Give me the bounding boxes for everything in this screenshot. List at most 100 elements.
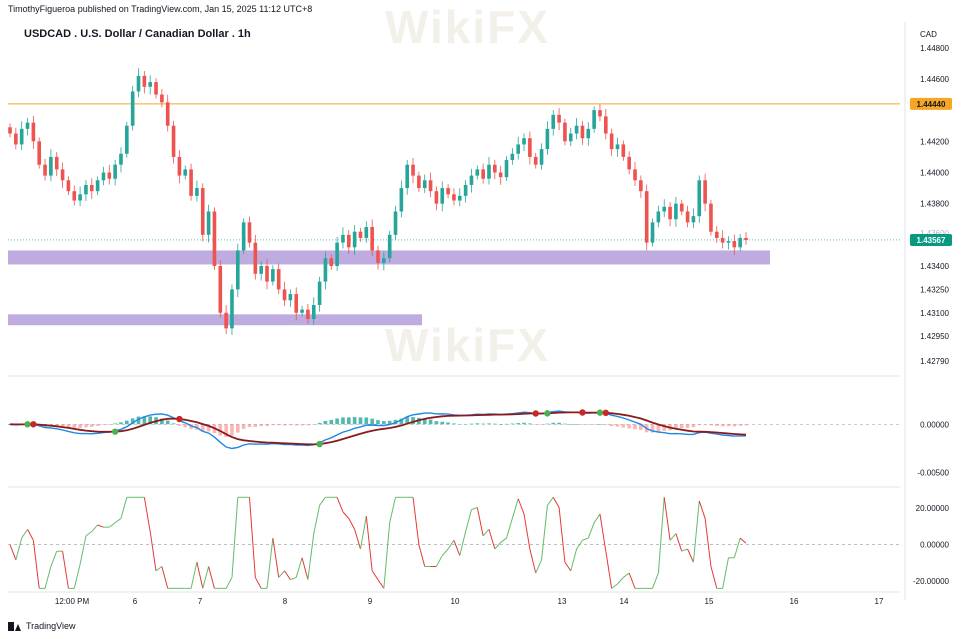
candle-body-30[interactable] [183,169,188,176]
candle-body-80[interactable] [475,169,480,176]
macd-cross-dot-18[interactable] [111,428,119,435]
candle-body-21[interactable] [130,91,135,126]
candle-body-99[interactable] [586,128,591,139]
candle-body-88[interactable] [522,138,526,145]
candle-body-28[interactable] [171,125,176,157]
candle-body-123[interactable] [726,241,731,243]
footer-brand[interactable]: TradingView [8,621,76,631]
candle-body-78[interactable] [463,184,468,196]
signal-line[interactable] [9,411,747,446]
candle-body-11[interactable] [72,191,77,201]
candle-body-46[interactable] [276,269,281,290]
candle-body-77[interactable] [457,195,462,201]
candle-body-39[interactable] [235,250,240,290]
candle-body-37[interactable] [224,312,228,329]
candle-body-32[interactable] [195,188,199,196]
candle-body-61[interactable] [364,227,369,238]
last-price-badge[interactable] [910,233,952,246]
candle-body-71[interactable] [422,180,427,189]
candle-body-100[interactable] [592,110,596,129]
candle-body-107[interactable] [633,169,637,181]
support-zone-2[interactable] [8,314,422,326]
candle-body-98[interactable] [580,125,585,139]
candle-body-58[interactable] [346,234,351,248]
candle-body-33[interactable] [200,188,205,235]
candle-body-8[interactable] [54,156,59,170]
candle-body-36[interactable] [218,266,223,313]
candle-body-25[interactable] [154,82,158,95]
candle-body-126[interactable] [744,237,748,240]
candle-body-81[interactable] [481,169,485,179]
macd-cross-dot-53[interactable] [316,440,323,448]
candle-body-50[interactable] [300,309,304,313]
macd-cross-dot-29[interactable] [176,415,183,423]
candle-body-111[interactable] [656,211,661,223]
candle-body-114[interactable] [674,203,678,220]
candle-body-104[interactable] [615,144,620,150]
candle-body-43[interactable] [259,266,263,274]
candle-body-16[interactable] [101,172,106,181]
candle-body-6[interactable] [43,164,47,176]
candle-body-9[interactable] [60,169,65,181]
candle-body-44[interactable] [265,266,269,282]
candle-body-17[interactable] [107,172,112,179]
candle-body-18[interactable] [113,164,117,179]
candle-body-40[interactable] [241,222,246,251]
candle-body-12[interactable] [78,194,82,201]
candle-body-112[interactable] [662,206,667,212]
candle-body-85[interactable] [504,160,509,178]
candle-body-70[interactable] [417,175,421,189]
macd-cross-dot-92[interactable] [544,410,551,417]
candle-body-45[interactable] [271,269,275,282]
candle-body-122[interactable] [720,237,725,243]
candle-body-115[interactable] [679,203,684,212]
candle-body-35[interactable] [212,211,217,267]
candle-body-65[interactable] [387,234,392,259]
candle-body-125[interactable] [738,237,742,248]
candle-body-66[interactable] [393,211,398,235]
candle-body-38[interactable] [230,289,234,329]
macd-cross-dot-90[interactable] [532,410,539,417]
symbol-title[interactable]: USDCAD . U.S. Dollar / Canadian Dollar .… [24,28,251,40]
candle-body-113[interactable] [668,206,672,220]
candle-body-4[interactable] [31,122,36,142]
candle-body-63[interactable] [376,250,380,263]
macd-cross-dot-4[interactable] [30,421,37,428]
candle-body-84[interactable] [498,172,503,178]
candle-body-53[interactable] [317,281,322,305]
candle-body-23[interactable] [142,75,147,87]
candle-body-91[interactable] [539,149,544,165]
candle-body-76[interactable] [452,194,456,201]
candle-body-118[interactable] [697,180,702,217]
candle-body-116[interactable] [685,211,690,223]
candle-body-27[interactable] [165,102,170,126]
candle-body-117[interactable] [691,216,696,223]
resistance-price-badge[interactable] [910,97,952,110]
candle-body-102[interactable] [603,116,608,134]
candle-body-110[interactable] [650,222,655,243]
macd-cross-dot-3[interactable] [24,421,31,428]
candle-body-82[interactable] [487,164,491,179]
candle-body-109[interactable] [644,191,649,243]
candle-body-3[interactable] [25,122,30,129]
candle-body-124[interactable] [732,241,737,248]
candle-body-54[interactable] [323,258,328,282]
candle-body-69[interactable] [411,164,415,176]
candle-body-59[interactable] [352,231,357,248]
candle-body-97[interactable] [574,125,579,134]
candle-body-75[interactable] [446,188,450,195]
candle-body-56[interactable] [335,242,339,267]
candle-body-79[interactable] [469,175,474,185]
candle-body-55[interactable] [329,258,334,267]
candle-body-15[interactable] [95,180,100,192]
candle-body-51[interactable] [306,309,310,320]
candle-body-2[interactable] [19,128,24,145]
candle-body-1[interactable] [14,133,18,145]
candle-body-19[interactable] [119,153,123,165]
candle-body-0[interactable] [8,127,12,134]
macd-line[interactable] [9,410,747,450]
candle-body-92[interactable] [545,128,550,150]
candle-body-89[interactable] [528,138,532,157]
macd-cross-dot-98[interactable] [579,409,586,416]
candle-body-5[interactable] [37,141,42,165]
